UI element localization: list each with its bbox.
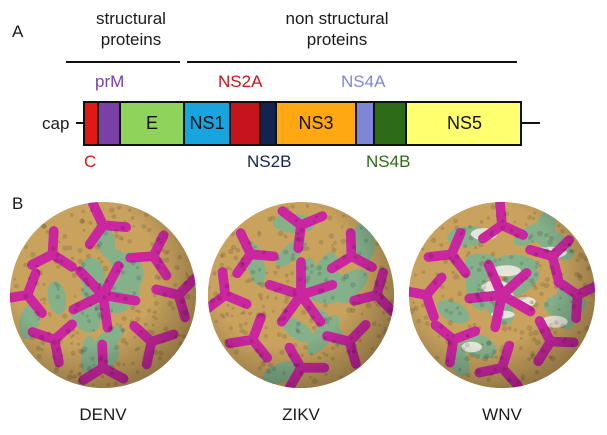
genome-line-left bbox=[76, 122, 83, 124]
nonstructural-bracket bbox=[187, 61, 517, 63]
structural-proteins-header: structural proteins bbox=[96, 9, 166, 49]
zikv-label: ZIKV bbox=[282, 405, 320, 424]
cap-label: cap bbox=[42, 114, 70, 133]
segment-c bbox=[83, 101, 97, 146]
denv-label: DENV bbox=[79, 405, 127, 424]
segment-ns2b bbox=[259, 101, 275, 146]
segment-ns1: NS1 bbox=[183, 101, 229, 146]
genome-line-right bbox=[522, 122, 540, 124]
prm-label: prM bbox=[95, 72, 125, 91]
c-label: C bbox=[84, 152, 97, 171]
segment-ns4a bbox=[355, 101, 373, 146]
segment-ns4b bbox=[373, 101, 405, 146]
ns2a-label: NS2A bbox=[218, 72, 263, 91]
ns2b-label: NS2B bbox=[247, 152, 292, 171]
segment-ns3: NS3 bbox=[275, 101, 355, 146]
ns4b-label: NS4B bbox=[366, 152, 411, 171]
segment-ns2a bbox=[229, 101, 259, 146]
denv-virion-image bbox=[9, 201, 197, 389]
segment-prm bbox=[97, 101, 119, 146]
segment-ns5: NS5 bbox=[405, 101, 522, 146]
structural-bracket bbox=[66, 61, 180, 63]
segment-e: E bbox=[119, 101, 183, 146]
panel-a-letter: A bbox=[12, 22, 24, 41]
panel-b-letter: B bbox=[12, 194, 24, 213]
nonstructural-proteins-header: non structural proteins bbox=[285, 9, 389, 49]
zikv-virion-image bbox=[207, 201, 395, 389]
wnv-label: WNV bbox=[482, 405, 522, 424]
ns4a-label: NS4A bbox=[341, 72, 386, 91]
wnv-virion-image bbox=[408, 201, 596, 389]
